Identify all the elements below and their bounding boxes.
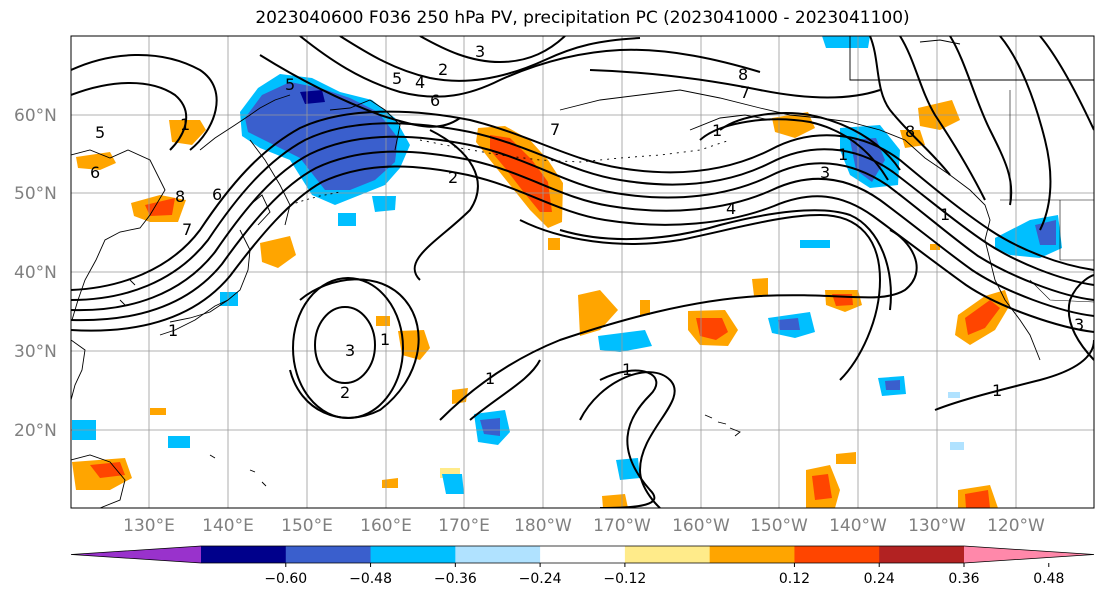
lon-label: 160°W (672, 516, 730, 536)
contour-label: 3 (345, 341, 355, 360)
contour-label: 2 (448, 168, 458, 187)
contour-label: 3 (1074, 315, 1084, 334)
contour-label: 4 (726, 199, 736, 218)
contour-label: 1 (485, 369, 495, 388)
lat-label: 20°N (14, 421, 57, 441)
colorbar-segment (794, 546, 880, 563)
lon-label: 170°W (593, 516, 651, 536)
colorbar-tick-label: 0.12 (779, 571, 810, 587)
colorbar-segment (201, 546, 287, 563)
colorbar-extend-min (71, 546, 201, 563)
map-frame (70, 35, 1095, 509)
contour-label: 8 (905, 122, 915, 141)
contour-label: 1 (992, 381, 1002, 400)
lon-label: 140°W (829, 516, 887, 536)
colorbar-segment (285, 546, 372, 563)
lon-label: 140°E (202, 516, 254, 536)
colorbar-segment (370, 546, 456, 563)
colorbar-segment (879, 546, 965, 563)
contour-label: 1 (940, 205, 950, 224)
contour-label: 8 (738, 65, 748, 84)
pv-contours (71, 36, 1094, 508)
graticule (71, 36, 1094, 508)
lon-label: 180°W (514, 516, 572, 536)
contour-label: 7 (550, 120, 560, 139)
contour-label: 7 (740, 83, 750, 102)
contour-label: 1 (168, 321, 178, 340)
contour-label: 5 (285, 75, 295, 94)
colorbar-tick-label: 0.48 (1033, 571, 1064, 587)
colorbar-tick-label: −0.36 (434, 571, 477, 587)
colorbar-tick-label: 0.36 (948, 571, 979, 587)
colorbar-segment (540, 546, 626, 563)
lon-label: 130°E (123, 516, 175, 536)
contour-label: 6 (90, 163, 100, 182)
colorbar-tick-label: −0.48 (349, 571, 392, 587)
contour-label: 5 (95, 123, 105, 142)
contour-label: 8 (175, 187, 185, 206)
map-title: 2023040600 F036 250 hPa PV, precipitatio… (255, 8, 910, 28)
lon-label: 160°E (360, 516, 412, 536)
lon-label: 150°W (750, 516, 808, 536)
contour-label: 2 (340, 383, 350, 402)
contour-label: 3 (820, 163, 830, 182)
colorbar (70, 545, 1095, 564)
lon-label: 130°W (908, 516, 966, 536)
contour-label: 2 (438, 60, 448, 79)
contour-label: 7 (182, 220, 192, 239)
colorbar-segment (624, 546, 711, 563)
lon-label: 120°W (987, 516, 1045, 536)
lat-label: 50°N (14, 184, 57, 204)
lat-label: 30°N (14, 342, 57, 362)
longitude-labels: 130°E 140°E 150°E 160°E 170°E 180°W 170°… (123, 516, 1045, 536)
colorbar-tick-label: −0.24 (519, 571, 562, 587)
contour-label: 6 (430, 91, 440, 110)
contour-label: 6 (212, 185, 222, 204)
colorbar-extend-max (964, 546, 1094, 563)
colorbar-tick-label: 0.24 (864, 571, 895, 587)
contour-label: 1 (622, 360, 632, 379)
contour-label: 3 (475, 42, 485, 61)
colorbar-tick-label: −0.60 (264, 571, 307, 587)
colorbar-segment (455, 546, 541, 563)
lon-label: 150°E (281, 516, 333, 536)
colorbar-segment (709, 546, 795, 563)
contour-label: 5 (392, 69, 402, 88)
colorbar-ticks: −0.60 −0.48 −0.36 −0.24 −0.12 0.12 0.24 0.36 0.4… (264, 563, 1064, 587)
contour-label: 1 (180, 115, 190, 134)
lat-label: 40°N (14, 263, 57, 283)
coastlines (71, 36, 1094, 508)
colorbar-tick-label: −0.12 (603, 571, 646, 587)
colorbar-outline (70, 545, 1095, 564)
latitude-labels: 60°N 50°N 40°N 30°N 20°N (14, 106, 57, 441)
lon-label: 170°E (438, 516, 490, 536)
contour-label: 1 (712, 121, 722, 140)
lat-label: 60°N (14, 106, 57, 126)
contour-label: 1 (838, 145, 848, 164)
contour-label: 4 (415, 73, 425, 92)
contour-labels: 5 4 6 2 3 7 8 7 5 6 1 7 8 6 1 1 2 4 1 3 … (90, 42, 1084, 402)
contour-label: 1 (380, 330, 390, 349)
